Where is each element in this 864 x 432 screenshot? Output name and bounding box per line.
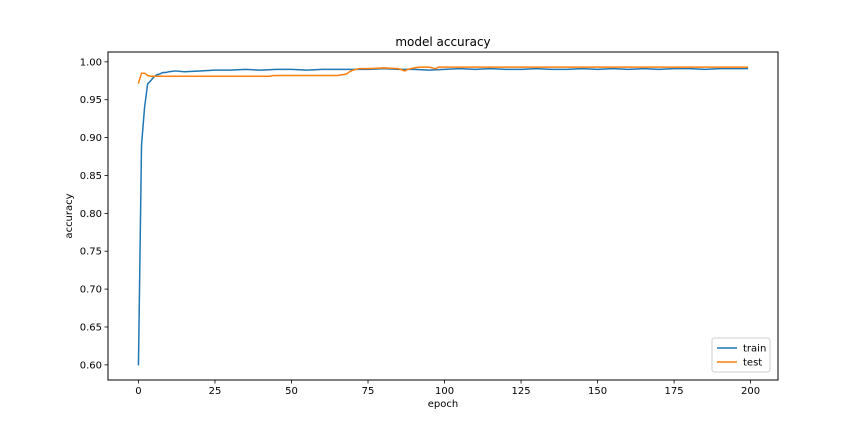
plot-frame — [107, 51, 779, 381]
y-tick-label: 0.90 — [80, 133, 102, 144]
y-tick-label: 0.95 — [80, 95, 102, 106]
x-tick-label: 0 — [135, 386, 141, 397]
x-tick-label: 175 — [665, 386, 684, 397]
x-axis-ticks: 0 25 50 75 100 125 150 175 200 — [135, 380, 760, 397]
legend-box — [711, 337, 771, 373]
x-tick-label: 50 — [285, 386, 298, 397]
series-line-train — [137, 67, 749, 366]
x-tick-label: 150 — [588, 386, 607, 397]
series-line-test — [137, 66, 749, 84]
legend-label-train: train — [743, 344, 766, 355]
y-tick-label: 0.85 — [80, 171, 102, 182]
y-axis-ticks: 0.60 0.65 0.70 0.75 0.80 0.85 0.90 0.95 1.00 — [80, 57, 108, 371]
plot-area — [137, 66, 749, 366]
x-tick-label: 100 — [435, 386, 454, 397]
y-tick-label: 0.60 — [80, 360, 102, 371]
y-tick-label: 0.75 — [80, 247, 102, 258]
y-tick-label: 0.65 — [80, 322, 102, 333]
legend: train test — [711, 337, 771, 373]
chart-title: model accuracy — [395, 35, 490, 49]
x-tick-label: 75 — [362, 386, 375, 397]
legend-label-test: test — [743, 358, 762, 369]
x-tick-label: 25 — [209, 386, 222, 397]
y-tick-label: 0.80 — [80, 209, 102, 220]
x-tick-label: 200 — [741, 386, 760, 397]
y-tick-label: 1.00 — [80, 57, 102, 68]
y-axis-label: accuracy — [64, 193, 75, 238]
x-axis-label: epoch — [428, 399, 458, 410]
y-tick-label: 0.70 — [80, 285, 102, 296]
x-tick-label: 125 — [512, 386, 531, 397]
